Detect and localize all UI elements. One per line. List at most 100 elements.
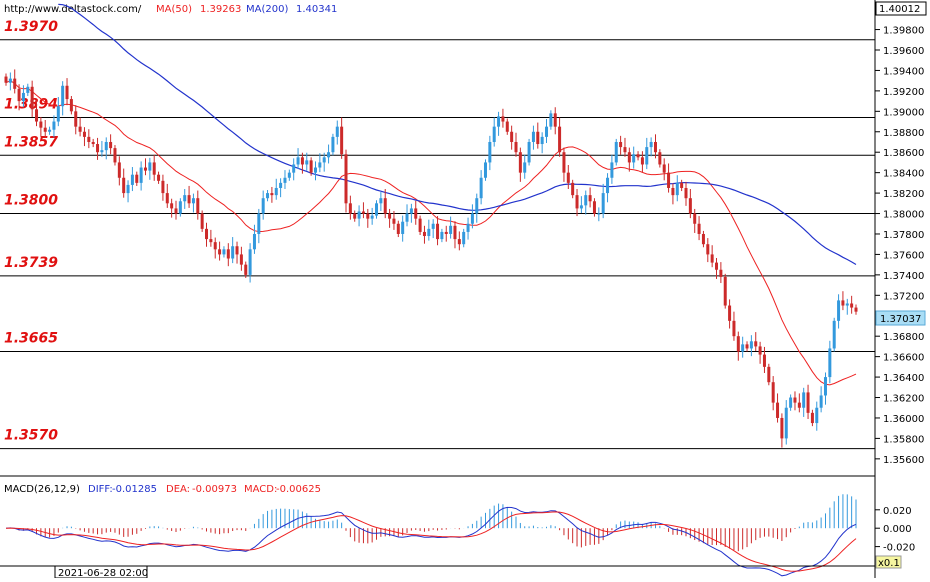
candle-body xyxy=(632,154,636,163)
price-tick-label: 1.39000 xyxy=(883,107,924,118)
candle-body xyxy=(69,99,73,112)
candle-body xyxy=(549,113,553,127)
candle-body xyxy=(244,264,248,275)
candle-body xyxy=(309,160,313,173)
candle-body xyxy=(348,203,352,214)
macd-scale-badge-box xyxy=(875,555,902,569)
candle-body xyxy=(723,276,727,306)
price-tick-label: 1.38000 xyxy=(883,210,924,221)
candle-body xyxy=(854,307,858,312)
candle-body xyxy=(191,198,195,204)
candle-body xyxy=(161,180,165,194)
candle-body xyxy=(810,412,814,424)
candle-body xyxy=(592,201,596,214)
candle-body xyxy=(601,193,605,214)
ma200-line xyxy=(58,3,857,266)
candle-body xyxy=(91,141,95,145)
macd-title: MACD(26,12,9) xyxy=(4,484,80,495)
candle-body xyxy=(475,198,479,214)
price-tick-label: 1.38800 xyxy=(883,128,924,139)
candle-body xyxy=(13,78,17,89)
candle-body xyxy=(784,407,788,439)
candle-body xyxy=(178,201,182,214)
candle-body xyxy=(126,184,130,194)
candle-body xyxy=(701,233,705,245)
level-label: 1.3970 xyxy=(4,19,58,35)
candle-body xyxy=(588,195,592,202)
price-tick-label: 1.36000 xyxy=(883,414,924,425)
candle-body xyxy=(697,223,701,234)
macd-diff-value: -0.01285 xyxy=(112,484,157,495)
candle-body xyxy=(226,249,230,259)
candle-body xyxy=(440,231,444,240)
candle-body xyxy=(649,141,653,148)
candle-body xyxy=(828,348,832,378)
macd-tick-label: 0.000 xyxy=(883,524,912,535)
candle-body xyxy=(584,195,588,206)
candle-body xyxy=(728,305,732,321)
candle-body xyxy=(261,198,265,214)
candle-body xyxy=(597,213,601,215)
candle-body xyxy=(335,126,339,137)
candle-body xyxy=(205,228,209,240)
candle-body xyxy=(222,249,226,255)
candle-body xyxy=(305,160,309,165)
candle-body xyxy=(392,218,396,224)
ma200-value: 1.40341 xyxy=(296,4,337,15)
candle-body xyxy=(248,249,252,275)
price-tick-label: 1.36600 xyxy=(883,353,924,364)
candle-body xyxy=(802,392,806,408)
candle-body xyxy=(527,141,531,163)
candle-body xyxy=(610,162,614,178)
candle-body xyxy=(815,407,819,424)
candle-body xyxy=(361,211,365,214)
candle-body xyxy=(61,85,65,107)
candle-body xyxy=(675,182,679,196)
candle-body xyxy=(497,116,501,127)
candle-body xyxy=(745,344,749,349)
candle-body xyxy=(148,162,152,171)
candle-body xyxy=(453,225,457,240)
candle-body xyxy=(793,397,797,403)
candle-body xyxy=(837,300,841,321)
level-label: 1.3570 xyxy=(4,428,58,444)
candle-body xyxy=(754,341,758,347)
candle-body xyxy=(780,417,784,439)
candle-body xyxy=(531,131,535,142)
candle-body xyxy=(850,303,854,308)
price-tick-label: 1.39200 xyxy=(883,87,924,98)
candle-body xyxy=(318,162,322,168)
current-price-badge xyxy=(875,310,926,326)
candle-body xyxy=(510,131,514,142)
price-tick-label: 1.37600 xyxy=(883,250,924,261)
candle-body xyxy=(789,397,793,408)
candle-body xyxy=(767,366,771,383)
candle-body xyxy=(322,157,326,163)
price-tick-label: 1.37800 xyxy=(883,230,924,241)
candle-body xyxy=(457,239,461,245)
macd-dea-value: -0.00973 xyxy=(192,484,237,495)
price-tick-label: 1.35600 xyxy=(883,455,924,466)
candle-body xyxy=(671,187,675,196)
candle-body xyxy=(693,213,697,224)
candle-body xyxy=(196,198,200,214)
macd-tick-label: 0.020 xyxy=(883,506,912,517)
candle-body xyxy=(82,131,86,137)
price-tick-label: 1.35800 xyxy=(883,434,924,445)
candle-body xyxy=(449,225,453,234)
candle-body xyxy=(26,86,30,93)
candle-body xyxy=(274,187,278,196)
candle-body xyxy=(183,195,187,202)
candle-body xyxy=(706,244,710,255)
candle-body xyxy=(109,141,113,149)
candle-body xyxy=(518,152,522,173)
price-tick-label: 1.36200 xyxy=(883,394,924,405)
candle-body xyxy=(732,320,736,337)
candle-body xyxy=(462,231,466,245)
candle-body xyxy=(470,213,474,224)
ma200-label: MA(200) xyxy=(246,4,288,15)
candle-body xyxy=(715,262,719,270)
candle-body xyxy=(87,136,91,142)
candle-body xyxy=(327,152,331,158)
candle-body xyxy=(375,203,379,216)
